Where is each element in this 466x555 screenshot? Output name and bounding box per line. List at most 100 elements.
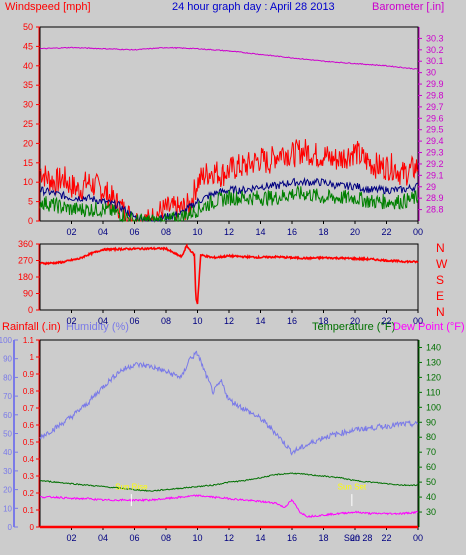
rain-tick-label: 0.7	[23, 404, 35, 413]
climate-x-tick-label: 18	[318, 533, 328, 543]
wind-tick-label: 10	[23, 177, 33, 187]
baro-tick-label: 29.9	[426, 79, 444, 89]
baro-tick-label: 28.8	[426, 205, 444, 215]
rain-tick-label: 0.6	[23, 421, 35, 430]
climate-x-tick-label: 08	[161, 533, 171, 543]
baro-tick-label: 29	[426, 182, 436, 192]
wind-low-line	[39, 184, 419, 223]
compass-label: N	[436, 241, 445, 255]
humidity-tick-label: 50	[3, 430, 12, 439]
temperature-tick-label: 40	[426, 492, 436, 502]
climate-x-tick-label: 02	[66, 533, 76, 543]
baro-tick-label: 29.2	[426, 159, 444, 169]
temperature-tick-label: 130	[426, 357, 441, 367]
direction-x-tick-label: 08	[161, 316, 171, 326]
rainfall-axis-label: Rainfall (.in)	[2, 321, 61, 333]
temperature-axis-label: Temperature (°F)	[312, 321, 395, 333]
direction-x-tick-label: 14	[255, 316, 265, 326]
temperature-tick-label: 120	[426, 372, 441, 382]
compass-label: E	[436, 289, 444, 303]
rain-tick-label: 0	[30, 523, 35, 532]
wind-x-tick-label: 14	[255, 227, 265, 237]
direction-x-tick-label: 06	[129, 316, 139, 326]
wind-tick-label: 0	[28, 216, 33, 226]
wind-x-tick-label: 16	[287, 227, 297, 237]
temperature-tick-label: 90	[426, 417, 436, 427]
compass-label: S	[436, 273, 444, 287]
wind-tick-label: 30	[23, 100, 33, 110]
compass-label: N	[436, 305, 445, 319]
sun-marker-label: Sun Set	[338, 483, 367, 492]
direction-x-tick-label: 12	[224, 316, 234, 326]
climate-x-tick-label: 14	[255, 533, 265, 543]
windspeed-axis-label: Windspeed [mph]	[5, 1, 91, 13]
climate-x-tick-label: 00	[413, 533, 423, 543]
humidity-tick-label: 10	[3, 504, 12, 513]
direction-x-tick-label: 04	[98, 316, 108, 326]
climate-x-tick-label: 20	[350, 533, 360, 543]
direction-x-tick-label: 16	[287, 316, 297, 326]
wind-direction-line	[39, 243, 419, 305]
rain-tick-label: 1	[30, 353, 35, 362]
barometer-line	[39, 46, 419, 70]
temperature-tick-label: 80	[426, 432, 436, 442]
humidity-tick-label: 30	[3, 467, 12, 476]
baro-tick-label: 30.1	[426, 56, 444, 66]
wind-x-tick-label: 00	[413, 227, 423, 237]
direction-tick-label: 90	[23, 289, 33, 299]
wind-x-tick-label: 02	[66, 227, 76, 237]
wind-x-tick-label: 12	[224, 227, 234, 237]
baro-tick-label: 29.8	[426, 90, 444, 100]
baro-tick-label: 29.5	[426, 125, 444, 135]
wind-gust-line	[39, 138, 419, 222]
direction-tick-label: 360	[18, 239, 33, 249]
wind-tick-label: 25	[23, 119, 33, 129]
wind-tick-label: 40	[23, 61, 33, 71]
chart-panels: 0510152025303540455028.828.92929.129.229…	[0, 22, 444, 543]
baro-tick-label: 29.7	[426, 102, 444, 112]
direction-x-tick-label: 20	[350, 316, 360, 326]
wind-tick-label: 50	[23, 22, 33, 32]
baro-tick-label: 30.3	[426, 33, 444, 43]
direction-x-tick-label: 22	[381, 316, 391, 326]
rain-tick-label: 0.8	[23, 387, 35, 396]
temperature-line	[39, 472, 419, 492]
humidity-tick-label: 60	[3, 411, 12, 420]
baro-tick-label: 30	[426, 68, 436, 78]
direction-panel-frame	[39, 243, 419, 311]
wind-x-tick-label: 22	[381, 227, 391, 237]
temperature-tick-label: 70	[426, 447, 436, 457]
baro-tick-label: 28.9	[426, 193, 444, 203]
wind-x-tick-label: 20	[350, 227, 360, 237]
wind-tick-label: 5	[28, 197, 33, 207]
rain-tick-label: 0.1	[23, 506, 35, 515]
direction-tick-label: 270	[18, 256, 33, 266]
temperature-tick-label: 110	[426, 387, 440, 397]
baro-tick-label: 29.3	[426, 148, 444, 158]
direction-x-tick-label: 00	[413, 316, 423, 326]
page-title: 24 hour graph day : April 28 2013	[172, 1, 335, 13]
direction-tick-label: 180	[18, 272, 33, 282]
humidity-tick-label: 70	[3, 392, 12, 401]
humidity-tick-label: 40	[3, 448, 12, 457]
humidity-tick-label: 90	[3, 355, 12, 364]
wind-tick-label: 35	[23, 80, 33, 90]
climate-x-tick-label: 12	[224, 533, 234, 543]
climate-x-tick-label: 04	[98, 533, 108, 543]
barometer-axis-label: Barometer [.in]	[372, 1, 444, 13]
baro-tick-label: 29.1	[426, 170, 444, 180]
wind-avg-line	[39, 176, 419, 222]
baro-tick-label: 29.6	[426, 113, 444, 123]
temperature-tick-label: 100	[426, 402, 441, 412]
temperature-tick-label: 30	[426, 507, 436, 517]
rain-tick-label: 0.2	[23, 489, 35, 498]
climate-x-tick-label: 10	[192, 533, 202, 543]
rain-tick-label: 0.3	[23, 472, 35, 481]
wind-x-tick-label: 08	[161, 227, 171, 237]
direction-tick-label: 0	[28, 305, 33, 315]
rain-tick-label: 1.1	[23, 336, 35, 345]
temperature-tick-label: 50	[426, 477, 436, 487]
wind-tick-label: 15	[23, 158, 33, 168]
